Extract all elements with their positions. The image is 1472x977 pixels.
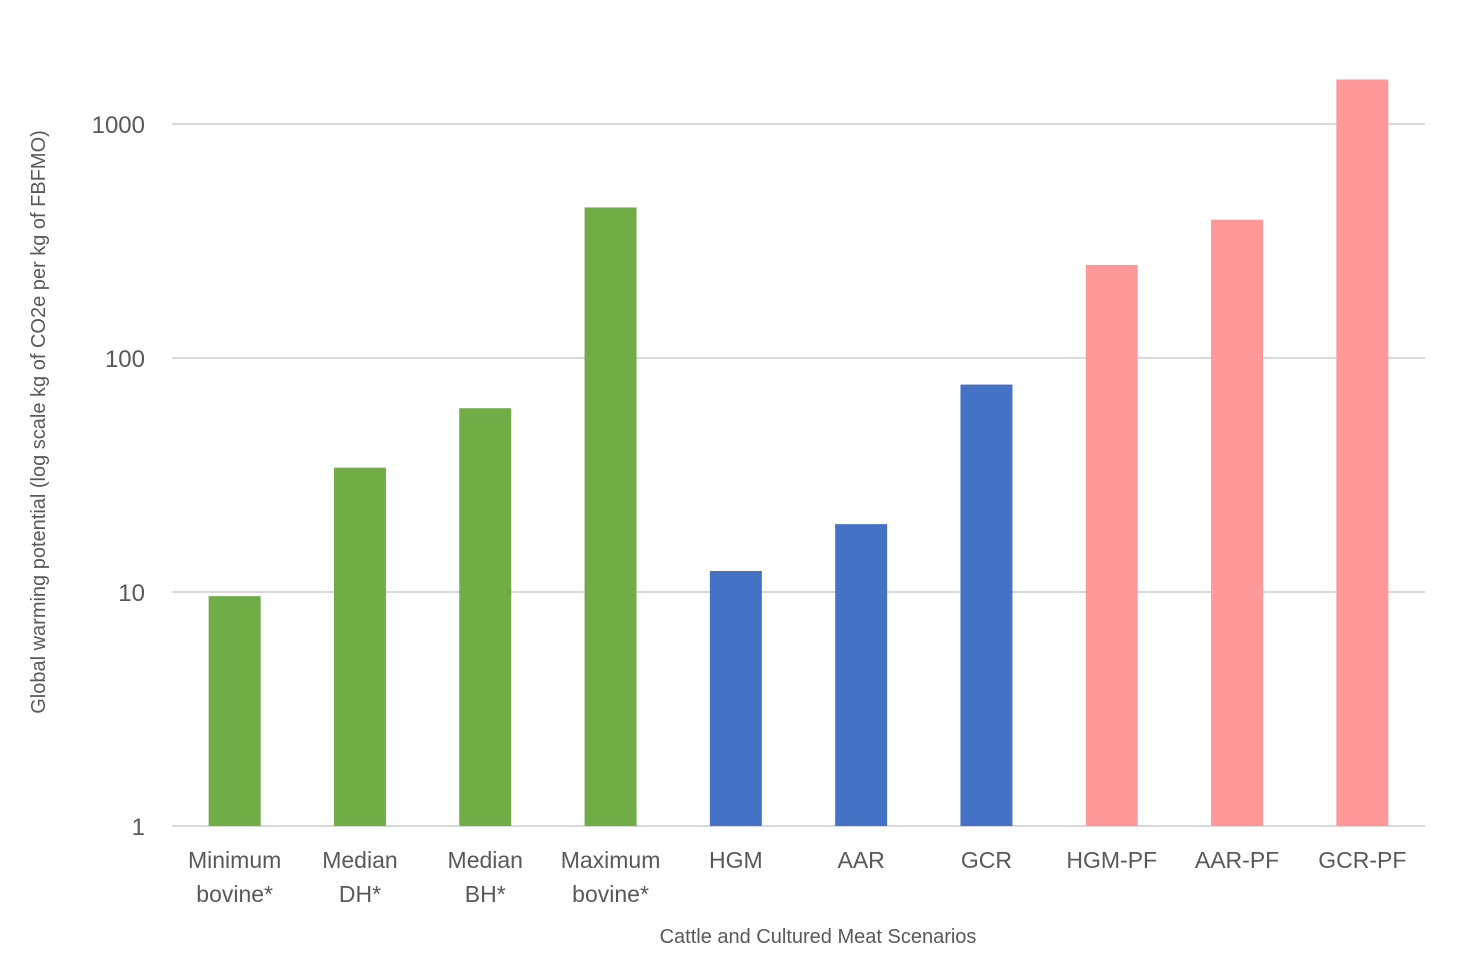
y-tick-label: 10 (118, 580, 145, 607)
bar-median-dh (333, 467, 386, 826)
x-category-label: GCR (961, 847, 1012, 873)
x-category-label: Median DH* (322, 847, 397, 907)
x-category-label: AAR (838, 847, 885, 873)
bar-hgm-pf (1085, 264, 1138, 826)
y-tick-labels: 1 10 100 1000 (92, 112, 145, 841)
bar-aar (835, 524, 888, 826)
bar-hgm (709, 570, 762, 826)
y-tick-label: 1 (132, 814, 145, 841)
x-category-label: Maximum bovine* (561, 847, 661, 907)
x-category-label: GCR-PF (1318, 847, 1406, 873)
y-tick-label: 1000 (92, 112, 145, 139)
x-category-label: AAR-PF (1195, 847, 1279, 873)
bar-maximum-bovine (584, 207, 637, 826)
bar-aar-pf (1211, 219, 1264, 826)
bar-gcr (960, 384, 1013, 826)
bar-gcr-pf (1336, 79, 1389, 826)
x-axis-title: Cattle and Cultured Meat Scenarios (660, 926, 977, 948)
x-category-label: Median BH* (448, 847, 523, 907)
x-category-label: HGM-PF (1066, 847, 1157, 873)
bar-minimum-bovine (208, 596, 261, 826)
bar-median-bh (459, 408, 512, 826)
x-category-label: Minimum bovine* (188, 847, 281, 907)
y-axis-title: Global warming potential (log scale kg o… (28, 130, 50, 714)
bars (208, 79, 1389, 826)
x-category-labels: Minimum bovine* Median DH* Median BH* Maximum b… (188, 847, 1406, 907)
x-category-label: HGM (709, 847, 763, 873)
y-tick-label: 100 (105, 346, 145, 373)
